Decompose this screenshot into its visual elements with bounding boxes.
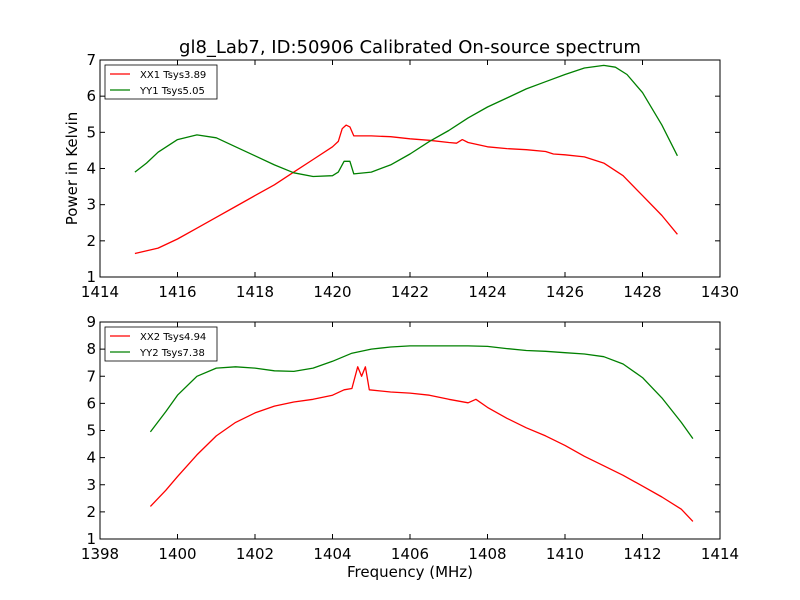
top-y-tick-label: 5 — [86, 123, 96, 141]
top-x-tick-label: 1420 — [313, 283, 351, 301]
bottom-x-tick-label: 1414 — [701, 545, 739, 563]
bottom-y-tick-label: 4 — [86, 449, 96, 467]
bottom-panel-xx2-yy2: 1398 1400 1402 1404 1406 1408 1410 1412 1414 1 2 3 4… — [81, 313, 739, 581]
top-y-tick-label: 7 — [86, 51, 96, 69]
bottom-y-tick-label: 7 — [86, 367, 96, 385]
bottom-legend-label: XX2 Tsys4.94 — [140, 332, 206, 343]
top-x-tick-label: 1422 — [391, 283, 429, 301]
bottom-x-tick-label: 1406 — [391, 545, 429, 563]
top-legend-label: YY1 Tsys5.05 — [139, 86, 205, 97]
top-x-tick-label: 1426 — [546, 283, 584, 301]
top-y-tick-label: 6 — [86, 87, 96, 105]
bottom-y-tick-label: 5 — [86, 422, 96, 440]
bottom-x-tick-label: 1400 — [158, 545, 196, 563]
top-y-axis-title: Power in Kelvin — [63, 112, 81, 226]
top-x-tick-label: 1414 — [81, 283, 119, 301]
top-series-line-yy1 — [134, 64, 678, 178]
bottom-x-tick-label: 1412 — [623, 545, 661, 563]
top-x-tick-label: 1428 — [623, 283, 661, 301]
bottom-x-axis-title: Frequency (MHz) — [347, 563, 473, 581]
bottom-x-tick-label: 1398 — [81, 545, 119, 563]
top-x-tick-label: 1424 — [468, 283, 506, 301]
bottom-x-tick-label: 1408 — [468, 545, 506, 563]
top-x-tick-label: 1418 — [236, 283, 274, 301]
bottom-x-tick-label: 1402 — [236, 545, 274, 563]
bottom-series-line-yy2 — [149, 345, 694, 439]
top-y-tick-label: 2 — [86, 232, 96, 250]
bottom-legend: XX2 Tsys4.94 YY2 Tsys7.38 — [104, 326, 218, 362]
top-panel-xx1-yy1: 1414 1416 1418 1420 1422 1424 1426 1428 1430 1 2 3 4… — [63, 51, 739, 301]
bottom-x-tick-label: 1410 — [546, 545, 584, 563]
bottom-x-tick-label: 1404 — [313, 545, 351, 563]
top-legend: XX1 Tsys3.89 YY1 Tsys5.05 — [104, 64, 218, 100]
top-y-tick-label: 3 — [86, 196, 96, 214]
bottom-y-tick-label: 6 — [86, 394, 96, 412]
bottom-y-tick-label: 3 — [86, 476, 96, 494]
bottom-y-tick-label: 8 — [86, 340, 96, 358]
bottom-y-tick-label: 9 — [86, 313, 96, 331]
bottom-y-tick-label: 2 — [86, 503, 96, 521]
bottom-legend-box — [104, 326, 218, 362]
bottom-series-line-xx2 — [149, 366, 694, 522]
top-x-tick-label: 1430 — [701, 283, 739, 301]
bottom-y-tick-label: 1 — [86, 530, 96, 548]
top-y-tick-label: 1 — [86, 268, 96, 286]
top-x-tick-label: 1416 — [158, 283, 196, 301]
figure-title: gl8_Lab7, ID:50906 Calibrated On-source … — [179, 37, 641, 58]
top-legend-box — [104, 64, 218, 100]
top-legend-label: XX1 Tsys3.89 — [140, 70, 206, 81]
bottom-legend-label: YY2 Tsys7.38 — [139, 348, 205, 359]
top-y-tick-label: 4 — [86, 160, 96, 178]
top-series-line-xx1 — [134, 124, 678, 255]
